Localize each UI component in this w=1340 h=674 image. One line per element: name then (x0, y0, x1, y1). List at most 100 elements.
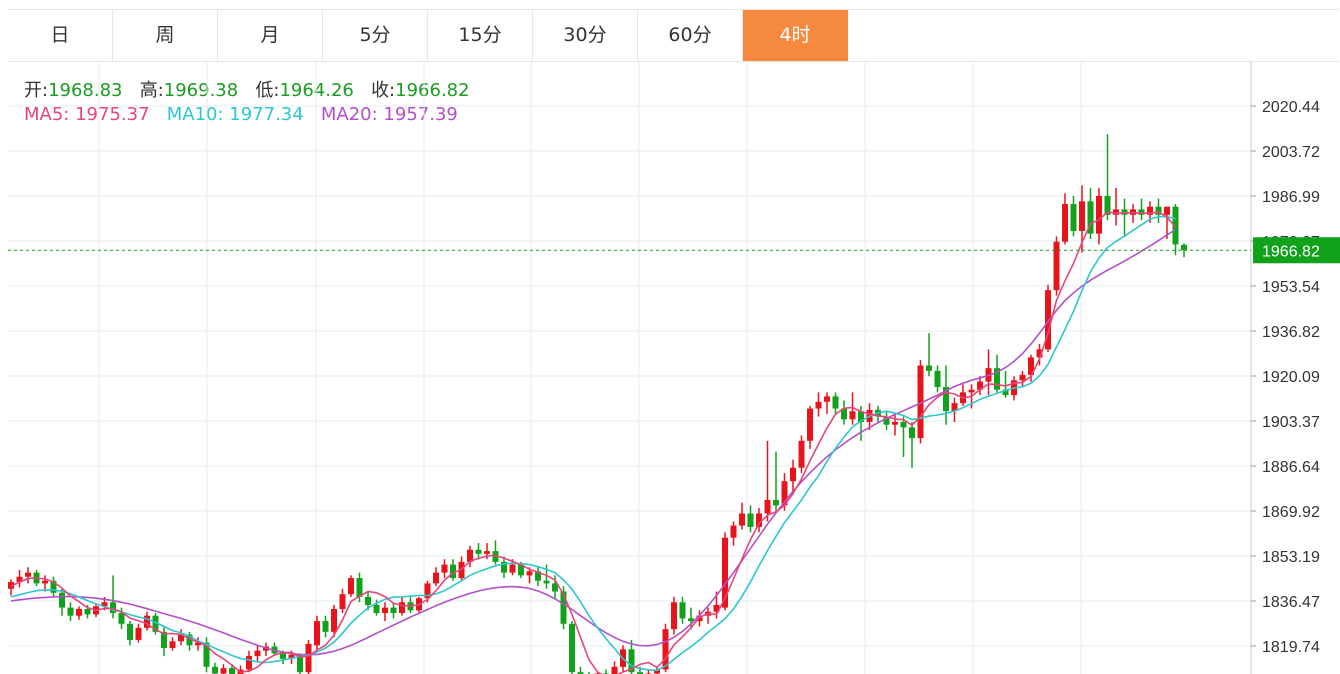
low-value: 1964.26 (279, 80, 354, 101)
low-label: 低: (255, 80, 280, 101)
candle-body (484, 551, 490, 554)
candle-body (1113, 209, 1119, 215)
candle-body (441, 564, 448, 573)
ma10-value: 1977.34 (229, 104, 304, 125)
high-value: 1969.38 (163, 80, 239, 101)
tab-0[interactable]: 日 (8, 10, 113, 61)
candle-body (713, 604, 720, 612)
candle-body (382, 607, 388, 614)
candle-body (832, 396, 839, 409)
candle-body (365, 596, 371, 605)
candle-body (254, 650, 261, 657)
ohlc-readout: 开:1968.83 高:1969.38 低:1964.26 收:1966.82 (24, 76, 470, 102)
candle-body (781, 481, 788, 506)
candle-body (730, 525, 737, 538)
candle-body (322, 621, 329, 632)
candle-body (475, 549, 482, 554)
ma-readout: MA5: 1975.37 MA10: 1977.34 MA20: 1957.39 (24, 104, 458, 125)
candle-body (739, 513, 745, 526)
close-value: 1966.82 (395, 80, 470, 101)
candle-body (229, 668, 235, 674)
last-price-label: 1966.82 (1262, 243, 1320, 260)
candle-body (892, 421, 898, 425)
period-tab-bar: 日周月 5分 15分 30分 60分 4时 (8, 9, 1339, 62)
candle-body (1002, 389, 1009, 396)
candle-body (560, 591, 567, 624)
candle-body (280, 653, 286, 659)
candle-body (203, 642, 210, 667)
candle-body (373, 604, 380, 614)
candle-body (662, 629, 669, 670)
candle-body (1087, 201, 1094, 234)
candle-body (433, 572, 439, 584)
tab-2[interactable]: 月 (218, 10, 323, 61)
candle-body (339, 594, 346, 609)
candle-body (679, 602, 686, 619)
candle-body (509, 564, 516, 573)
tab-1[interactable]: 周 (113, 10, 218, 61)
price-tick-label: 1903.37 (1262, 414, 1320, 431)
candle-body (135, 627, 142, 640)
candle-body (1147, 206, 1153, 215)
candle-body (764, 500, 771, 514)
candle-body (1138, 209, 1145, 215)
candle-body (994, 368, 1000, 390)
candle-body (178, 634, 184, 642)
ma20-line (10, 228, 1176, 656)
candle-body (798, 440, 805, 468)
candle-body (934, 370, 941, 388)
price-tick-label: 1869.92 (1262, 504, 1320, 521)
ma20-label: MA20: (320, 104, 378, 125)
price-tick-label: 1986.99 (1262, 189, 1320, 206)
candle-body (76, 608, 82, 616)
candle-body (424, 583, 431, 599)
candle-body (1096, 195, 1102, 234)
candle-body (1121, 209, 1128, 215)
candle-body (186, 634, 193, 646)
candle-body (501, 561, 507, 573)
tab-7[interactable]: 4时 (743, 10, 848, 61)
candle-body (1062, 204, 1068, 242)
candle-body (858, 411, 864, 422)
candle-body (1053, 241, 1060, 291)
candle-body (926, 365, 932, 371)
tab-4[interactable]: 15分 (428, 10, 533, 61)
candle-body (305, 643, 312, 673)
candle-body (212, 666, 218, 674)
candle-body (1079, 201, 1085, 231)
price-tick-label: 1920.09 (1262, 369, 1320, 386)
candle-body (790, 467, 796, 482)
candle-body (943, 387, 949, 412)
open-label: 开: (24, 80, 49, 101)
tab-6[interactable]: 60分 (638, 10, 743, 61)
candle-body (841, 408, 847, 420)
candle-body (16, 576, 23, 583)
candle-body (722, 537, 728, 608)
candle-body (144, 615, 150, 628)
candle-body (688, 618, 694, 622)
candle-body (246, 656, 252, 670)
candle-body (118, 613, 125, 624)
candle-body (552, 583, 558, 592)
candlestick-chart[interactable]: 2020.442003.721986.991970.271953.541936.… (0, 62, 1340, 674)
tab-3[interactable]: 5分 (323, 10, 428, 61)
price-tick-label: 1819.74 (1262, 639, 1320, 656)
candle-body (815, 401, 822, 409)
candle-body (59, 592, 65, 608)
candle-body (883, 416, 890, 425)
candle-body (399, 602, 405, 614)
candle-body (611, 666, 618, 674)
candle-body (747, 513, 754, 527)
candle-body (518, 564, 524, 576)
candle-body (569, 623, 575, 673)
candle-body (526, 571, 533, 576)
ma10-line (10, 215, 1176, 672)
candle-body (1028, 357, 1034, 375)
candle-body (152, 615, 159, 632)
candle-body (849, 411, 856, 420)
candle-body (977, 381, 983, 390)
candle-body (169, 641, 176, 648)
candle-body (331, 608, 337, 632)
candle-body (450, 564, 456, 579)
tab-5[interactable]: 30分 (533, 10, 638, 61)
